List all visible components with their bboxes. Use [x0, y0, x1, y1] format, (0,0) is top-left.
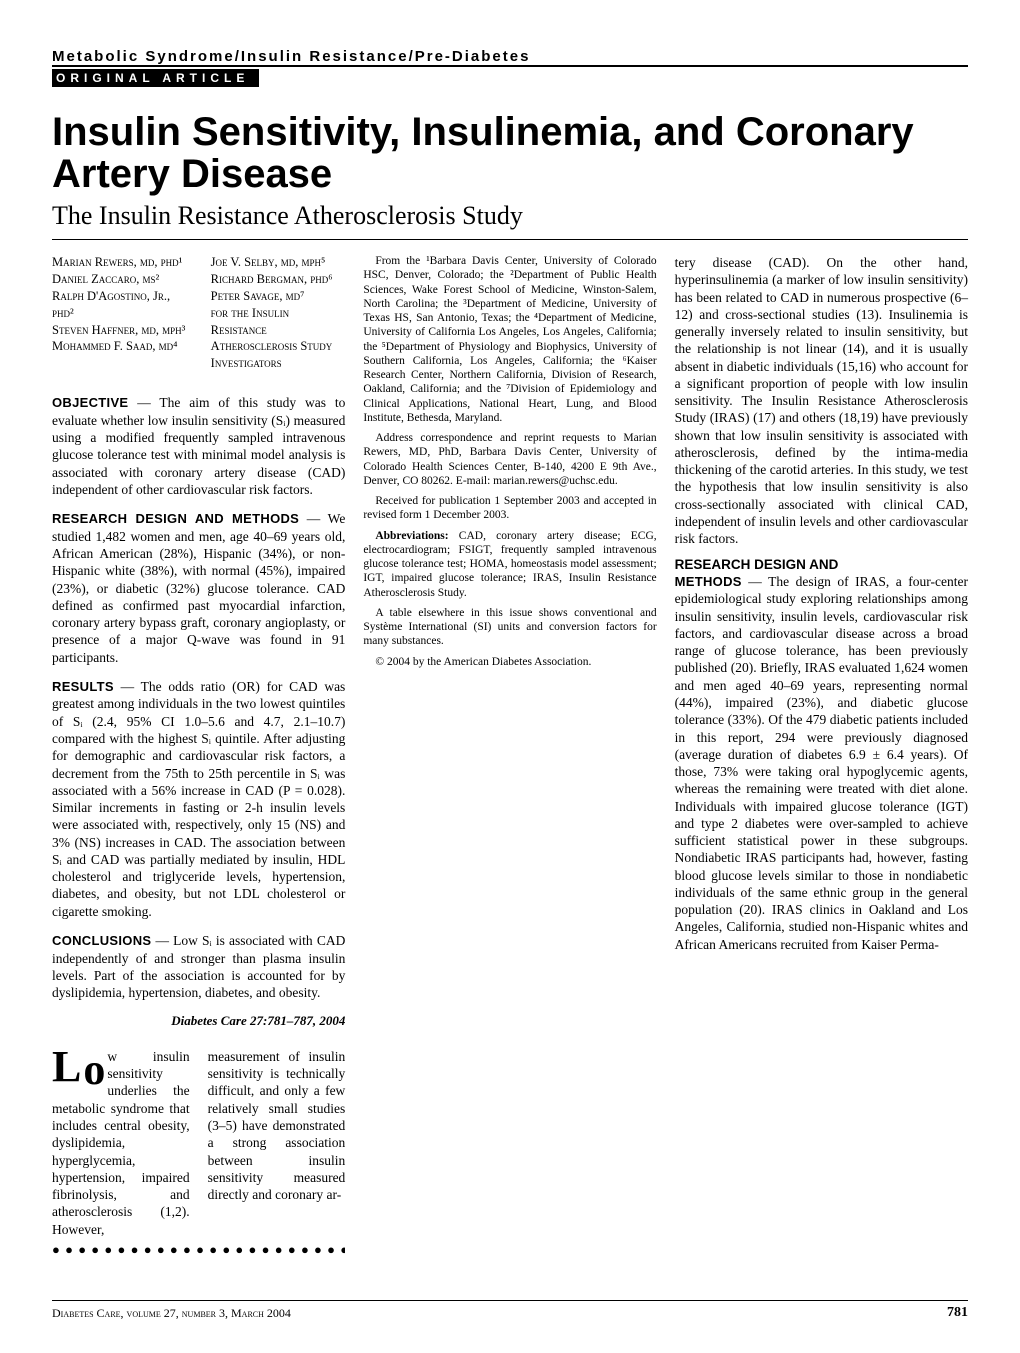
dotted-rule: ● ● ● ● ● ● ● ● ● ● ● ● ● ● ● ● ● ● ● ● … — [52, 1242, 345, 1259]
author: Atherosclerosis Study Investigators — [211, 338, 346, 372]
author: Ralph D'Agostino, Jr., phd² — [52, 288, 187, 322]
intro-two-col: Low insulin sensitivity underlies the me… — [52, 1048, 345, 1238]
intro-para-right: measurement of insulin sensitivity is te… — [208, 1048, 346, 1203]
author: Marian Rewers, md, phd¹ — [52, 254, 187, 271]
abstract-conclusions-label: CONCLUSIONS — [52, 933, 151, 948]
abstract-objective-label: OBJECTIVE — [52, 395, 128, 410]
abstract-block: OBJECTIVE — The aim of this study was to… — [52, 394, 345, 1258]
methods-run-in: METHODS — [675, 574, 742, 589]
page-columns: Marian Rewers, md, phd¹ Daniel Zaccaro, … — [52, 254, 968, 1286]
author: Richard Bergman, phd⁶ — [211, 271, 346, 288]
category-header: Metabolic Syndrome/Insulin Resistance/Pr… — [52, 48, 968, 67]
body-para-1: tery disease (CAD). On the other hand, h… — [675, 254, 968, 548]
affil-abbrev: Abbreviations: CAD, coronary artery dise… — [363, 529, 656, 600]
citation-line: Diabetes Care 27:781–787, 2004 — [52, 1013, 345, 1030]
affil-si-table: A table elsewhere in this issue shows co… — [363, 606, 656, 649]
abstract-methods-label: RESEARCH DESIGN AND METHODS — [52, 511, 299, 526]
author: for the Insulin Resistance — [211, 305, 346, 339]
author: Steven Haffner, md, mph³ — [52, 322, 187, 339]
affil-correspondence: Address correspondence and reprint reque… — [363, 431, 656, 488]
abstract-results-text: — The odds ratio (OR) for CAD was greate… — [52, 679, 345, 919]
section-head-methods: RESEARCH DESIGN AND — [675, 556, 968, 573]
footer-journal-info: Diabetes Care, volume 27, number 3, Marc… — [52, 1306, 291, 1321]
abstract-methods-text: — We studied 1,482 women and men, age 40… — [52, 511, 345, 664]
body-column-3: tery disease (CAD). On the other hand, h… — [675, 254, 968, 953]
author: Mohammed F. Saad, md⁴ — [52, 338, 187, 355]
author: Peter Savage, md⁷ — [211, 288, 346, 305]
body-para-2: METHODS — The design of IRAS, a four-cen… — [675, 573, 968, 953]
abstract-results-label: RESULTS — [52, 679, 114, 694]
affil-received: Received for publication 1 September 200… — [363, 494, 656, 523]
abstract-objective-text: — The aim of this study was to evaluate … — [52, 395, 345, 497]
affil-from: From the ¹Barbara Davis Center, Universi… — [363, 254, 656, 425]
author: Daniel Zaccaro, ms² — [52, 271, 187, 288]
intro-para-left: Low insulin sensitivity underlies the me… — [52, 1048, 190, 1238]
article-title: Insulin Sensitivity, Insulinemia, and Co… — [52, 111, 968, 195]
page-footer: Diabetes Care, volume 27, number 3, Marc… — [52, 1300, 968, 1321]
affiliations-block: From the ¹Barbara Davis Center, Universi… — [363, 254, 656, 669]
author: Joe V. Selby, md, mph⁵ — [211, 254, 346, 271]
footer-page-number: 781 — [947, 1305, 968, 1321]
affil-copyright: © 2004 by the American Diabetes Associat… — [363, 655, 656, 669]
authors-block: Marian Rewers, md, phd¹ Daniel Zaccaro, … — [52, 254, 345, 372]
article-subtitle: The Insulin Resistance Atherosclerosis S… — [52, 201, 968, 240]
article-type-badge: ORIGINAL ARTICLE — [52, 69, 259, 87]
